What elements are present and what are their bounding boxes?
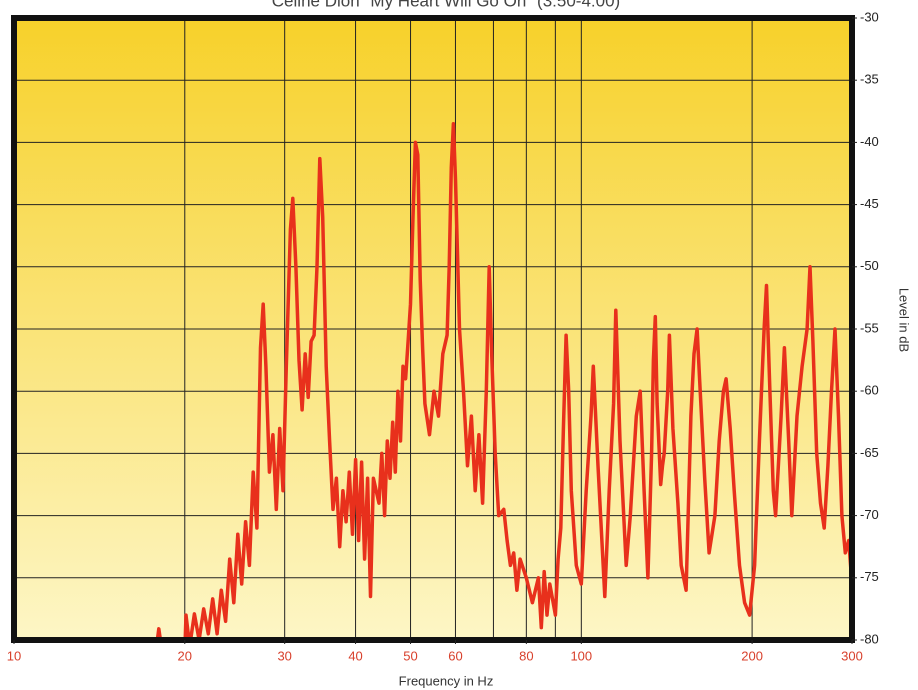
x-tick-label: 50 [403,648,417,663]
y-tick-label: -45 [860,196,879,211]
spectrum-line [131,121,852,640]
y-tick-label: -40 [860,134,879,149]
y-tick-label: -65 [860,445,879,460]
x-tick-label: 20 [178,648,192,663]
y-tick-label: -35 [860,72,879,87]
x-tick-label: 40 [348,648,362,663]
y-tick-label: -70 [860,507,879,522]
y-tick-label: -30 [860,9,879,24]
y-axis-label: Level in dB [897,288,912,352]
y-tick-label: -75 [860,569,879,584]
chart-title: Celine Dion "My Heart Will Go On" (3:50-… [272,0,620,10]
y-tick-label: -60 [860,383,879,398]
x-tick-label: 100 [570,648,592,663]
x-tick-label: 60 [448,648,462,663]
x-tick-label: 80 [519,648,533,663]
y-tick-label: -55 [860,320,879,335]
x-tick-label: 30 [277,648,291,663]
x-tick-label: 10 [7,648,21,663]
y-tick-label: -80 [860,631,879,646]
y-tick-label: -50 [860,258,879,273]
x-tick-label: 200 [741,648,763,663]
x-axis-label: Frequency in Hz [399,673,494,688]
x-tick-label: 300 [841,648,863,663]
